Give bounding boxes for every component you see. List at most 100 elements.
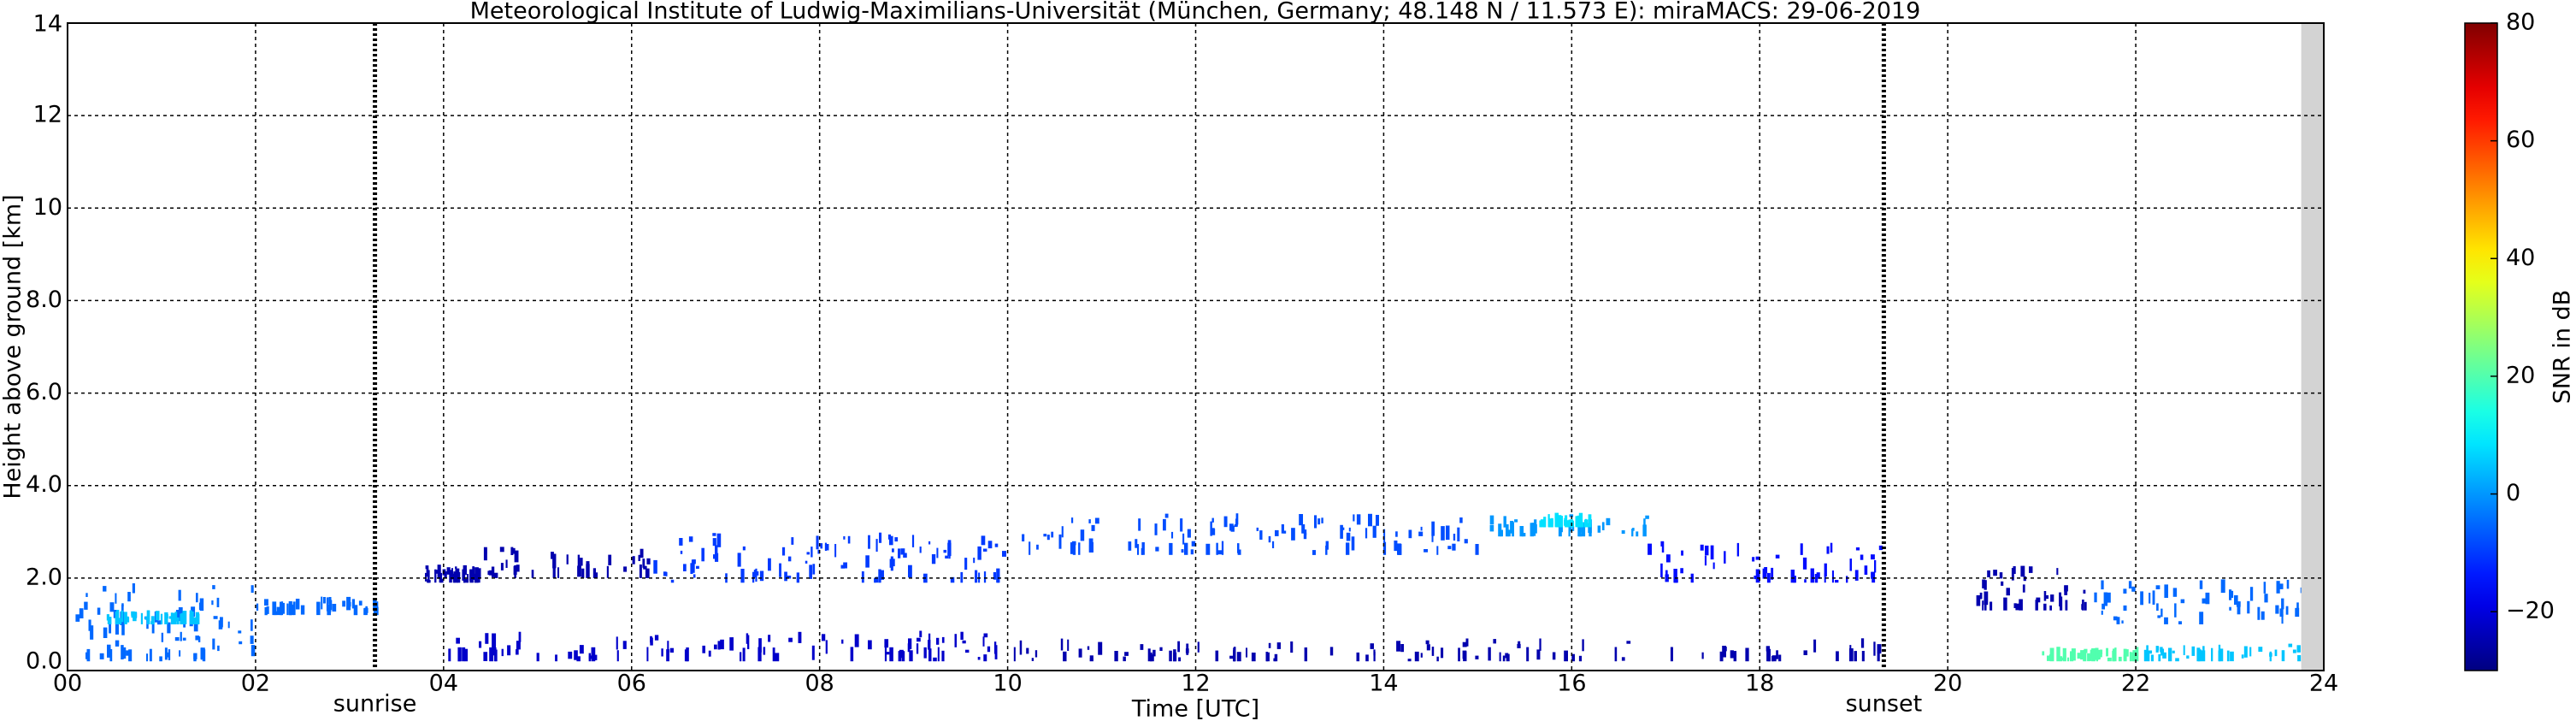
echo	[295, 599, 300, 610]
echo	[1314, 515, 1317, 529]
echo	[2125, 649, 2129, 657]
x-tick-label: 24	[2309, 671, 2338, 697]
echo	[167, 622, 171, 634]
echo	[879, 532, 882, 543]
echo	[551, 552, 554, 559]
echo	[690, 563, 693, 574]
echo	[1223, 516, 1228, 528]
echo	[954, 634, 958, 647]
echo	[684, 649, 689, 662]
echo	[775, 653, 780, 662]
echo	[1660, 563, 1663, 577]
echo	[151, 623, 155, 634]
echo	[1778, 654, 1782, 662]
echo	[103, 627, 108, 638]
echo	[691, 559, 695, 573]
echo	[1147, 648, 1151, 662]
echo	[126, 616, 129, 622]
echo	[809, 564, 813, 579]
echo	[2234, 595, 2238, 606]
echo	[2006, 588, 2010, 596]
echo	[916, 643, 919, 654]
echo	[1582, 639, 1584, 652]
echo	[1043, 534, 1047, 537]
echo	[1128, 541, 1132, 551]
echo	[2064, 586, 2068, 595]
echo	[2071, 648, 2076, 661]
echo	[2276, 581, 2280, 594]
colorbar-tick-label: 80	[2506, 9, 2535, 36]
colorbar-tick-label: −20	[2506, 598, 2555, 624]
echo	[616, 650, 619, 662]
echo	[1577, 523, 1582, 537]
echo	[1205, 543, 1211, 555]
echo	[670, 579, 675, 583]
echo	[975, 570, 978, 583]
echo	[516, 641, 521, 650]
echo	[1489, 524, 1494, 532]
echo	[941, 636, 945, 643]
echo	[2123, 605, 2127, 611]
echo	[1453, 534, 1456, 541]
echo	[1431, 532, 1434, 542]
echo	[195, 612, 199, 622]
echo	[1080, 529, 1085, 541]
echo	[1274, 653, 1278, 662]
echo	[192, 618, 197, 624]
echo	[1346, 532, 1351, 541]
echo	[199, 598, 204, 612]
echo	[977, 546, 981, 560]
echo	[2020, 565, 2025, 577]
echo	[1800, 543, 1803, 555]
echo	[865, 555, 869, 568]
echo	[948, 553, 951, 559]
echo	[485, 633, 489, 644]
echo	[2156, 603, 2159, 611]
echo	[632, 556, 635, 564]
echo	[1521, 533, 1526, 537]
y-tick-label: 2.0	[26, 564, 62, 590]
echo	[1230, 525, 1235, 532]
echo	[772, 647, 775, 662]
echo	[1987, 570, 1990, 577]
echo	[193, 621, 198, 632]
echo	[643, 565, 647, 570]
echo	[1571, 653, 1576, 662]
echo	[1446, 525, 1450, 541]
echo	[1493, 639, 1497, 644]
echo	[2157, 615, 2161, 618]
echo	[1465, 638, 1469, 647]
echo	[580, 558, 583, 566]
echo	[103, 586, 107, 592]
echo	[1237, 543, 1240, 553]
echo	[439, 572, 443, 583]
echo	[669, 647, 674, 653]
echo	[375, 606, 379, 616]
echo	[937, 647, 940, 662]
echo	[2084, 601, 2087, 611]
echo	[574, 650, 578, 660]
x-tick-label: 06	[617, 671, 646, 697]
echo	[2150, 654, 2154, 662]
echo	[2035, 600, 2038, 611]
echo	[1790, 570, 1795, 583]
echo	[1087, 646, 1090, 650]
echo	[993, 572, 997, 580]
echo	[834, 544, 837, 558]
echo	[115, 593, 117, 604]
echo	[300, 605, 305, 615]
echo	[146, 653, 149, 662]
echo	[653, 559, 657, 574]
echo	[1348, 527, 1351, 532]
echo	[501, 648, 504, 657]
x-tick-label: 00	[53, 671, 82, 697]
echo	[2094, 592, 2097, 603]
echo	[1138, 518, 1141, 531]
echo	[2218, 644, 2221, 653]
echo	[1299, 514, 1304, 526]
x-tick-label: 12	[1181, 671, 1210, 697]
echo	[266, 606, 269, 614]
echo	[1441, 526, 1445, 541]
echo	[1173, 649, 1176, 662]
echo	[577, 554, 581, 569]
